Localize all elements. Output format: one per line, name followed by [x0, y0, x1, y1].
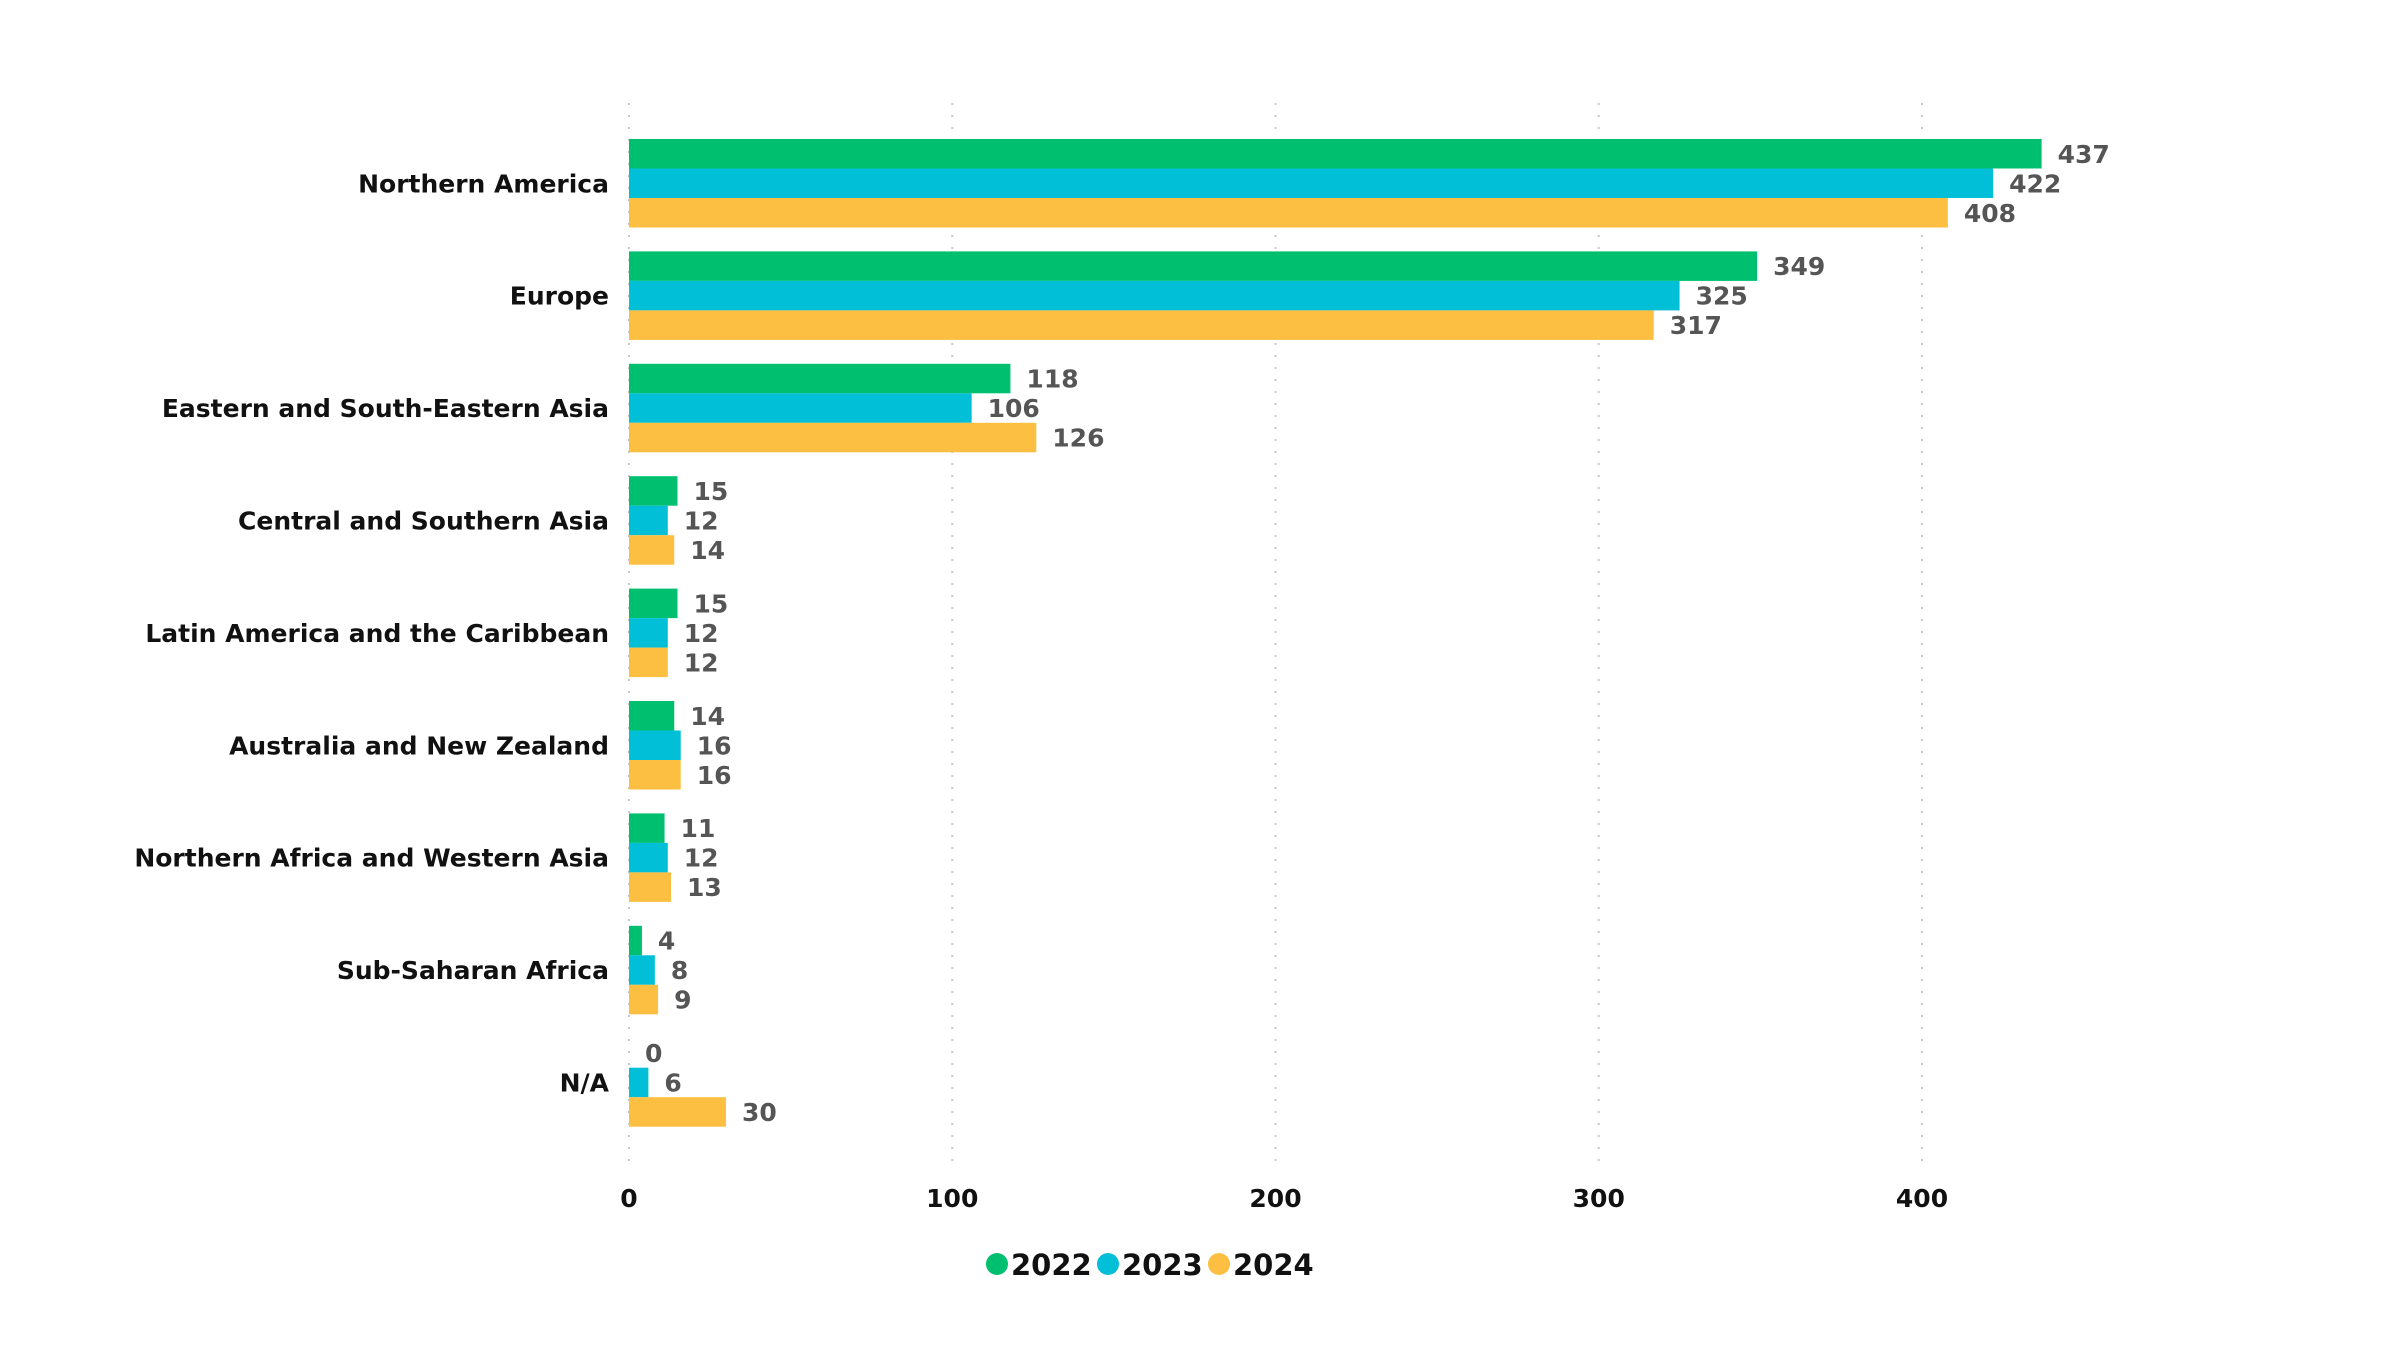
legend-label: 2024	[1233, 1248, 1314, 1282]
bar-2023[interactable]	[629, 842, 668, 873]
legend-dot-icon	[1208, 1253, 1230, 1275]
value-labels: 4374224083493253171181061261512141512121…	[645, 140, 2110, 1127]
value-label-2023: 12	[684, 506, 719, 535]
value-label-2024: 9	[674, 986, 691, 1015]
value-label-2022: 15	[693, 589, 728, 618]
category-label: Latin America and the Caribbean	[145, 619, 609, 648]
category-labels: Northern America Europe Eastern and South-…	[134, 169, 609, 1097]
legend-label: 2022	[1011, 1248, 1092, 1282]
value-label-2023: 8	[671, 956, 688, 985]
bar-2022[interactable]	[629, 251, 1758, 281]
bar-2022[interactable]	[629, 363, 1011, 394]
legend[interactable]: 2022 2023 2024	[986, 1248, 1314, 1282]
bar-2024[interactable]	[629, 872, 672, 902]
category-label: Northern Africa and Western Asia	[134, 844, 609, 873]
value-label-2022: 0	[645, 1039, 662, 1068]
bar-2023[interactable]	[629, 730, 681, 761]
bar-2023[interactable]	[629, 1067, 649, 1098]
value-label-2022: 349	[1773, 252, 1825, 281]
x-tick-label: 100	[926, 1184, 978, 1213]
value-label-2022: 118	[1026, 365, 1078, 394]
value-label-2023: 12	[684, 619, 719, 648]
value-label-2023: 16	[697, 731, 732, 760]
bar-2022[interactable]	[629, 139, 2042, 169]
legend-item-2022[interactable]: 2022	[986, 1248, 1092, 1282]
bar-2024[interactable]	[629, 760, 681, 790]
legend-item-2024[interactable]: 2024	[1208, 1248, 1314, 1282]
category-label: Sub-Saharan Africa	[337, 956, 609, 985]
bar-2023[interactable]	[629, 168, 1994, 199]
bar-2022[interactable]	[629, 813, 665, 843]
value-label-2022: 15	[693, 477, 728, 506]
bar-2023[interactable]	[629, 280, 1680, 311]
value-label-2024: 16	[697, 761, 732, 790]
value-label-2023: 12	[684, 844, 719, 873]
bar-2022[interactable]	[629, 588, 678, 619]
legend-label: 2023	[1122, 1248, 1203, 1282]
bar-2023[interactable]	[629, 505, 668, 536]
bar-2023[interactable]	[629, 393, 972, 423]
category-label: Central and Southern Asia	[238, 506, 609, 535]
bars	[629, 139, 2042, 1127]
value-label-2022: 11	[681, 814, 716, 843]
value-label-2024: 12	[684, 648, 719, 677]
category-label: N/A	[560, 1068, 610, 1097]
value-label-2024: 126	[1052, 424, 1104, 453]
x-tick-label: 400	[1896, 1184, 1948, 1213]
bar-2023[interactable]	[629, 618, 668, 648]
bar-2024[interactable]	[629, 422, 1037, 453]
legend-item-2023[interactable]: 2023	[1097, 1248, 1203, 1282]
bar-2024[interactable]	[629, 198, 1948, 228]
value-label-2023: 325	[1696, 282, 1748, 311]
value-label-2022: 437	[2058, 140, 2110, 169]
bar-2022[interactable]	[629, 476, 678, 506]
value-label-2024: 408	[1964, 199, 2016, 228]
bar-2024[interactable]	[629, 984, 659, 1015]
x-axis-ticks: 0 100 200 300 400	[620, 1184, 1948, 1213]
value-label-2024: 13	[687, 873, 722, 902]
value-label-2024: 317	[1670, 311, 1722, 340]
category-label: Northern America	[358, 169, 609, 198]
x-tick-label: 200	[1249, 1184, 1301, 1213]
category-label: Europe	[510, 282, 609, 311]
bar-2024[interactable]	[629, 535, 675, 565]
bar-2022[interactable]	[629, 701, 675, 731]
x-tick-label: 0	[620, 1184, 637, 1213]
bar-2024[interactable]	[629, 310, 1654, 340]
bar-2023[interactable]	[629, 955, 655, 985]
value-label-2022: 14	[690, 702, 725, 731]
value-label-2023: 6	[664, 1068, 681, 1097]
value-label-2023: 106	[988, 394, 1040, 423]
value-label-2024: 30	[742, 1098, 777, 1127]
category-label: Eastern and South-Eastern Asia	[162, 394, 609, 423]
x-tick-label: 300	[1573, 1184, 1625, 1213]
legend-dot-icon	[986, 1253, 1008, 1275]
value-label-2023: 422	[2009, 169, 2061, 198]
bar-2024[interactable]	[629, 1097, 726, 1127]
bar-2022[interactable]	[629, 925, 642, 956]
value-label-2022: 4	[658, 927, 675, 956]
value-label-2024: 14	[690, 536, 725, 565]
bar-2024[interactable]	[629, 647, 668, 678]
legend-dot-icon	[1097, 1253, 1119, 1275]
category-label: Australia and New Zealand	[229, 731, 609, 760]
